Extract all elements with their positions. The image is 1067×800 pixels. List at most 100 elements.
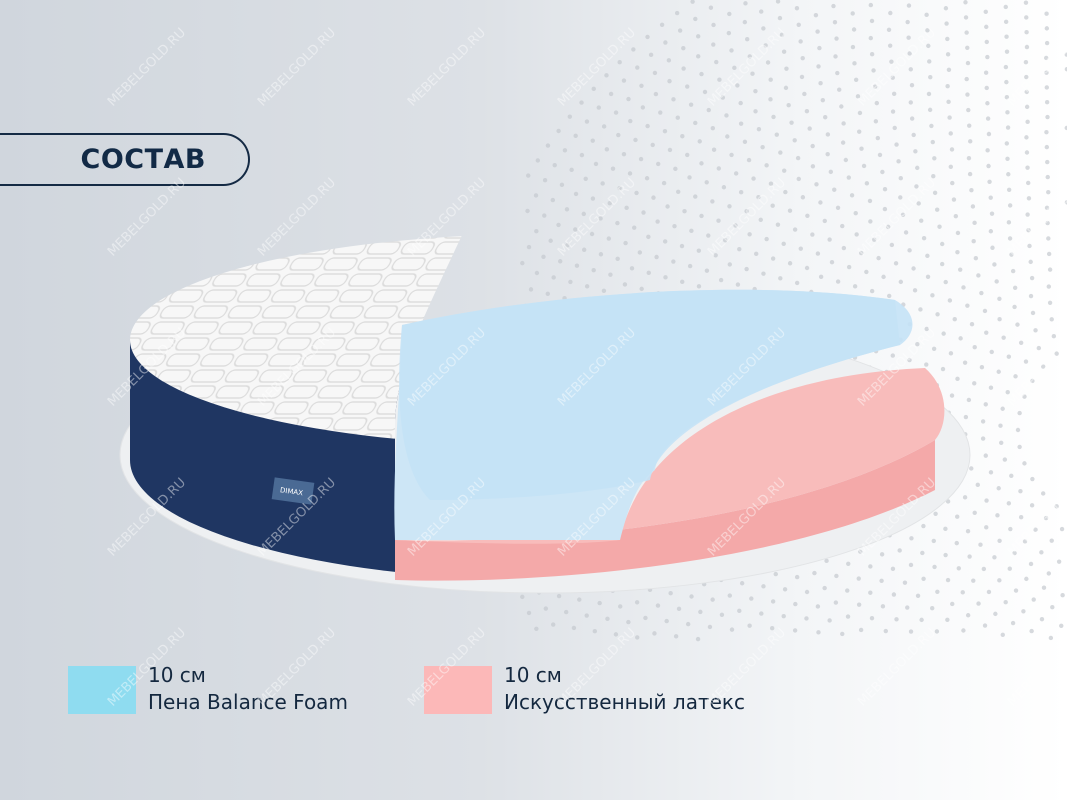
decor-dot [768,181,774,186]
decor-dot [727,262,732,267]
decor-dot [743,1,748,6]
decor-dot [735,282,741,287]
decor-dot [986,131,992,137]
decor-dot [756,195,761,200]
decor-dot [896,159,901,164]
decor-dot [989,349,994,355]
decor-dot [940,366,946,372]
decor-dot [1028,259,1033,265]
decor-dot [916,201,921,206]
decor-dot [810,143,815,149]
decor-dot [887,293,892,299]
decor-dot [835,70,840,76]
decor-dot [1005,389,1010,395]
decor-dot [882,187,888,192]
decor-dot [1044,100,1050,105]
decor-dot [965,613,971,618]
decor-dot [1007,566,1012,571]
decor-dot [673,634,679,639]
decor-dot [961,628,966,633]
decor-dot [1006,187,1012,193]
decor-dot [680,134,685,139]
decor-dot [998,423,1003,428]
decor-dot [781,49,787,54]
decor-dot [985,116,991,121]
decor-dot [1049,317,1054,322]
decor-dot [872,84,878,89]
decor-dot [992,555,997,560]
decor-dot [584,613,589,618]
decor-dot [737,246,742,252]
decor-dot [963,414,969,420]
decor-dot [1006,354,1012,359]
decor-dot [804,616,809,621]
decor-dot [825,151,830,157]
decor-dot [754,251,759,257]
decor-dot [968,139,973,144]
decor-dot [955,249,960,255]
decor-dot [804,265,810,271]
decor-dot [1024,576,1029,582]
decor-dot [1010,268,1016,274]
decor-dot [593,161,599,167]
decor-dot [1025,165,1030,170]
decor-dot [565,243,570,248]
decor-dot [526,610,532,616]
decor-dot [945,577,951,583]
decor-dot [796,176,801,182]
decor-dot [833,54,838,59]
decor-dot [867,198,873,204]
decor-dot [534,270,540,276]
decor-dot [1027,243,1032,249]
decor-dot [925,28,930,33]
decor-dot [972,345,977,350]
decor-dot [613,110,619,115]
decor-dot [906,35,911,40]
decor-dot [794,6,800,11]
decor-dot [929,123,934,129]
decor-dot [856,602,862,607]
decor-dot [827,237,832,242]
decor-dot [693,194,698,199]
decor-dot [534,626,539,631]
decor-dot [552,162,557,168]
decor-dot [833,600,839,605]
decor-dot [1024,30,1029,35]
decor-dot [1028,293,1034,299]
latex-layer-side [395,440,935,581]
decor-dot [908,67,913,72]
decor-dot [663,275,668,280]
foam-layer-top [399,289,913,500]
decor-dot [966,155,972,161]
decor-dot [667,147,673,153]
decor-dot [659,22,665,28]
decor-dot [1003,4,1008,10]
decor-dot [583,176,588,181]
decor-dot [1006,220,1012,225]
decor-dot [1039,550,1044,555]
decor-dot [1039,616,1045,622]
decor-dot [708,5,714,10]
decor-dot [924,362,929,367]
decor-dot [727,593,732,598]
decor-dot [779,32,785,38]
decor-dot [988,195,993,200]
decor-dot [640,105,646,110]
decor-dot [908,629,914,634]
decor-dot [724,113,729,118]
decor-dot [778,276,783,281]
decor-dot [698,609,703,615]
decor-dot [1012,550,1017,556]
decor-dot [577,597,582,602]
decor-dot [591,267,596,273]
decor-dot [883,628,888,634]
decor-dot [1044,70,1049,75]
decor-dot [704,268,710,273]
decor-dot [920,550,925,556]
decor-dot [869,18,875,24]
decor-dot [804,108,810,114]
decor-dot [859,250,864,256]
decor-dot [662,128,668,134]
decor-dot [1005,125,1011,130]
decor-dot [915,593,921,599]
